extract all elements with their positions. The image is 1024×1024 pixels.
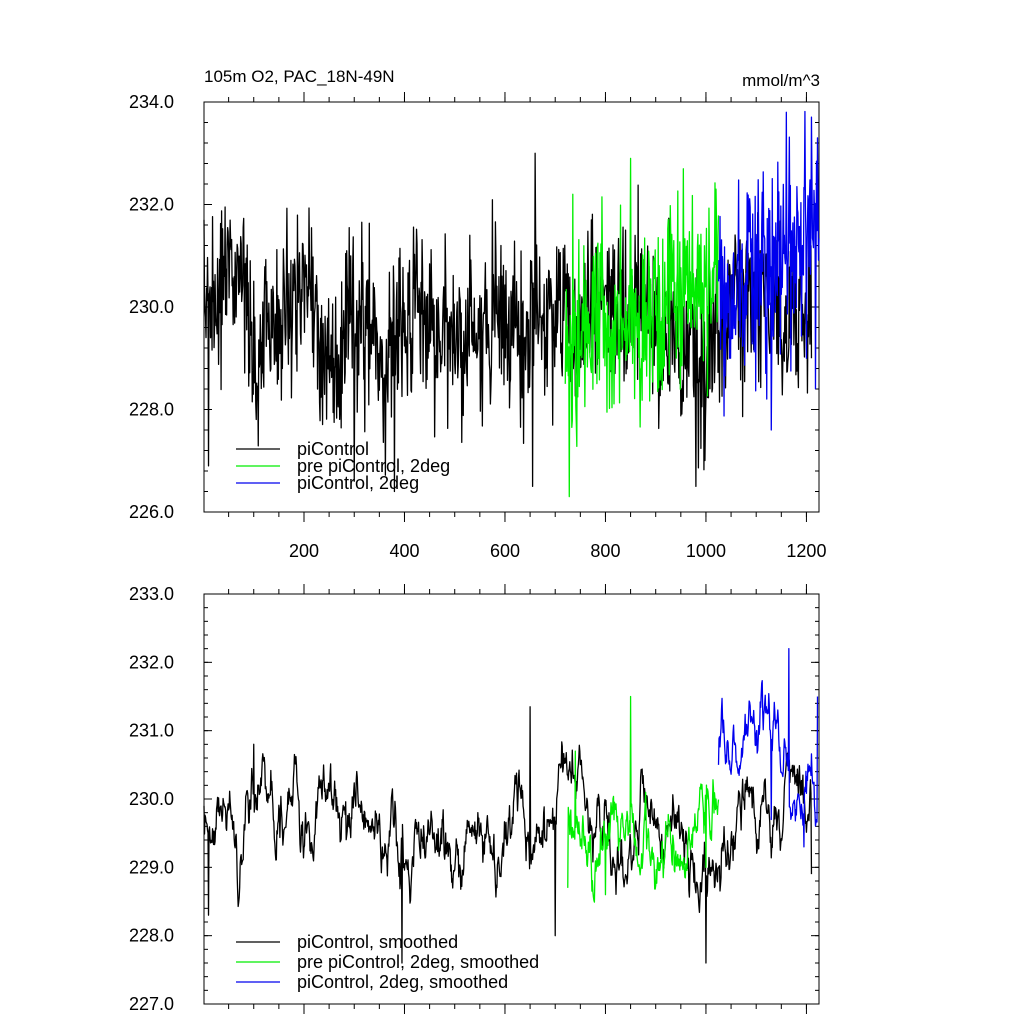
legend-label: pre piControl, 2deg <box>297 456 450 476</box>
legend-label: piControl, 2deg, smoothed <box>297 972 508 992</box>
x-tick-label: 200 <box>289 541 319 561</box>
legend-label: piControl, 2deg <box>297 473 419 493</box>
y-tick-label: 232.0 <box>129 652 174 672</box>
x-tick-label: 1000 <box>686 541 726 561</box>
chart-title: 105m O2, PAC_18N-49N <box>204 67 395 86</box>
y-tick-label: 230.0 <box>129 297 174 317</box>
axes-bottom: 227.0 228.0 229.0 230.0 231.0 232.0 233.0 <box>129 584 819 1014</box>
series-line-pre-picontrol-2deg <box>564 157 720 498</box>
series-group-top <box>203 110 820 498</box>
series-group-bottom <box>203 648 819 964</box>
series-line-pre-picontrol-2deg-smoothed <box>567 695 720 903</box>
y-tick-label: 234.0 <box>129 92 174 112</box>
y-tick-label: 228.0 <box>129 926 174 946</box>
series-line-picontrol-2deg-smoothed <box>717 648 819 848</box>
axes-top: 226.0 228.0 230.0 232.0 234.0 200 400 600 800 100… <box>129 92 826 561</box>
x-tick-label: 600 <box>490 541 520 561</box>
series-line-picontrol-2deg <box>717 110 820 431</box>
legend-label: piControl <box>297 439 369 459</box>
legend-label: piControl, smoothed <box>297 932 458 952</box>
y-tick-label: 228.0 <box>129 400 174 420</box>
y-tick-label: 233.0 <box>129 584 174 604</box>
raw-time-series-panel: 105m O2, PAC_18N-49N mmol/m^3 226.0 228.0… <box>129 67 827 561</box>
units-label: mmol/m^3 <box>742 71 820 90</box>
y-tick-label: 231.0 <box>129 721 174 741</box>
series-line-picontrol <box>203 152 813 493</box>
x-tick-label: 1200 <box>786 541 826 561</box>
y-tick-label: 226.0 <box>129 502 174 522</box>
x-tick-label: 400 <box>389 541 419 561</box>
series-line-picontrol-smoothed <box>203 706 813 964</box>
x-tick-label: 800 <box>590 541 620 561</box>
smoothed-time-series-panel: 227.0 228.0 229.0 230.0 231.0 232.0 233.0 piCo… <box>129 584 820 1014</box>
y-tick-label: 232.0 <box>129 195 174 215</box>
y-tick-label: 230.0 <box>129 789 174 809</box>
y-tick-label: 229.0 <box>129 857 174 877</box>
legend-label: pre piControl, 2deg, smoothed <box>297 952 539 972</box>
y-tick-label: 227.0 <box>129 994 174 1014</box>
